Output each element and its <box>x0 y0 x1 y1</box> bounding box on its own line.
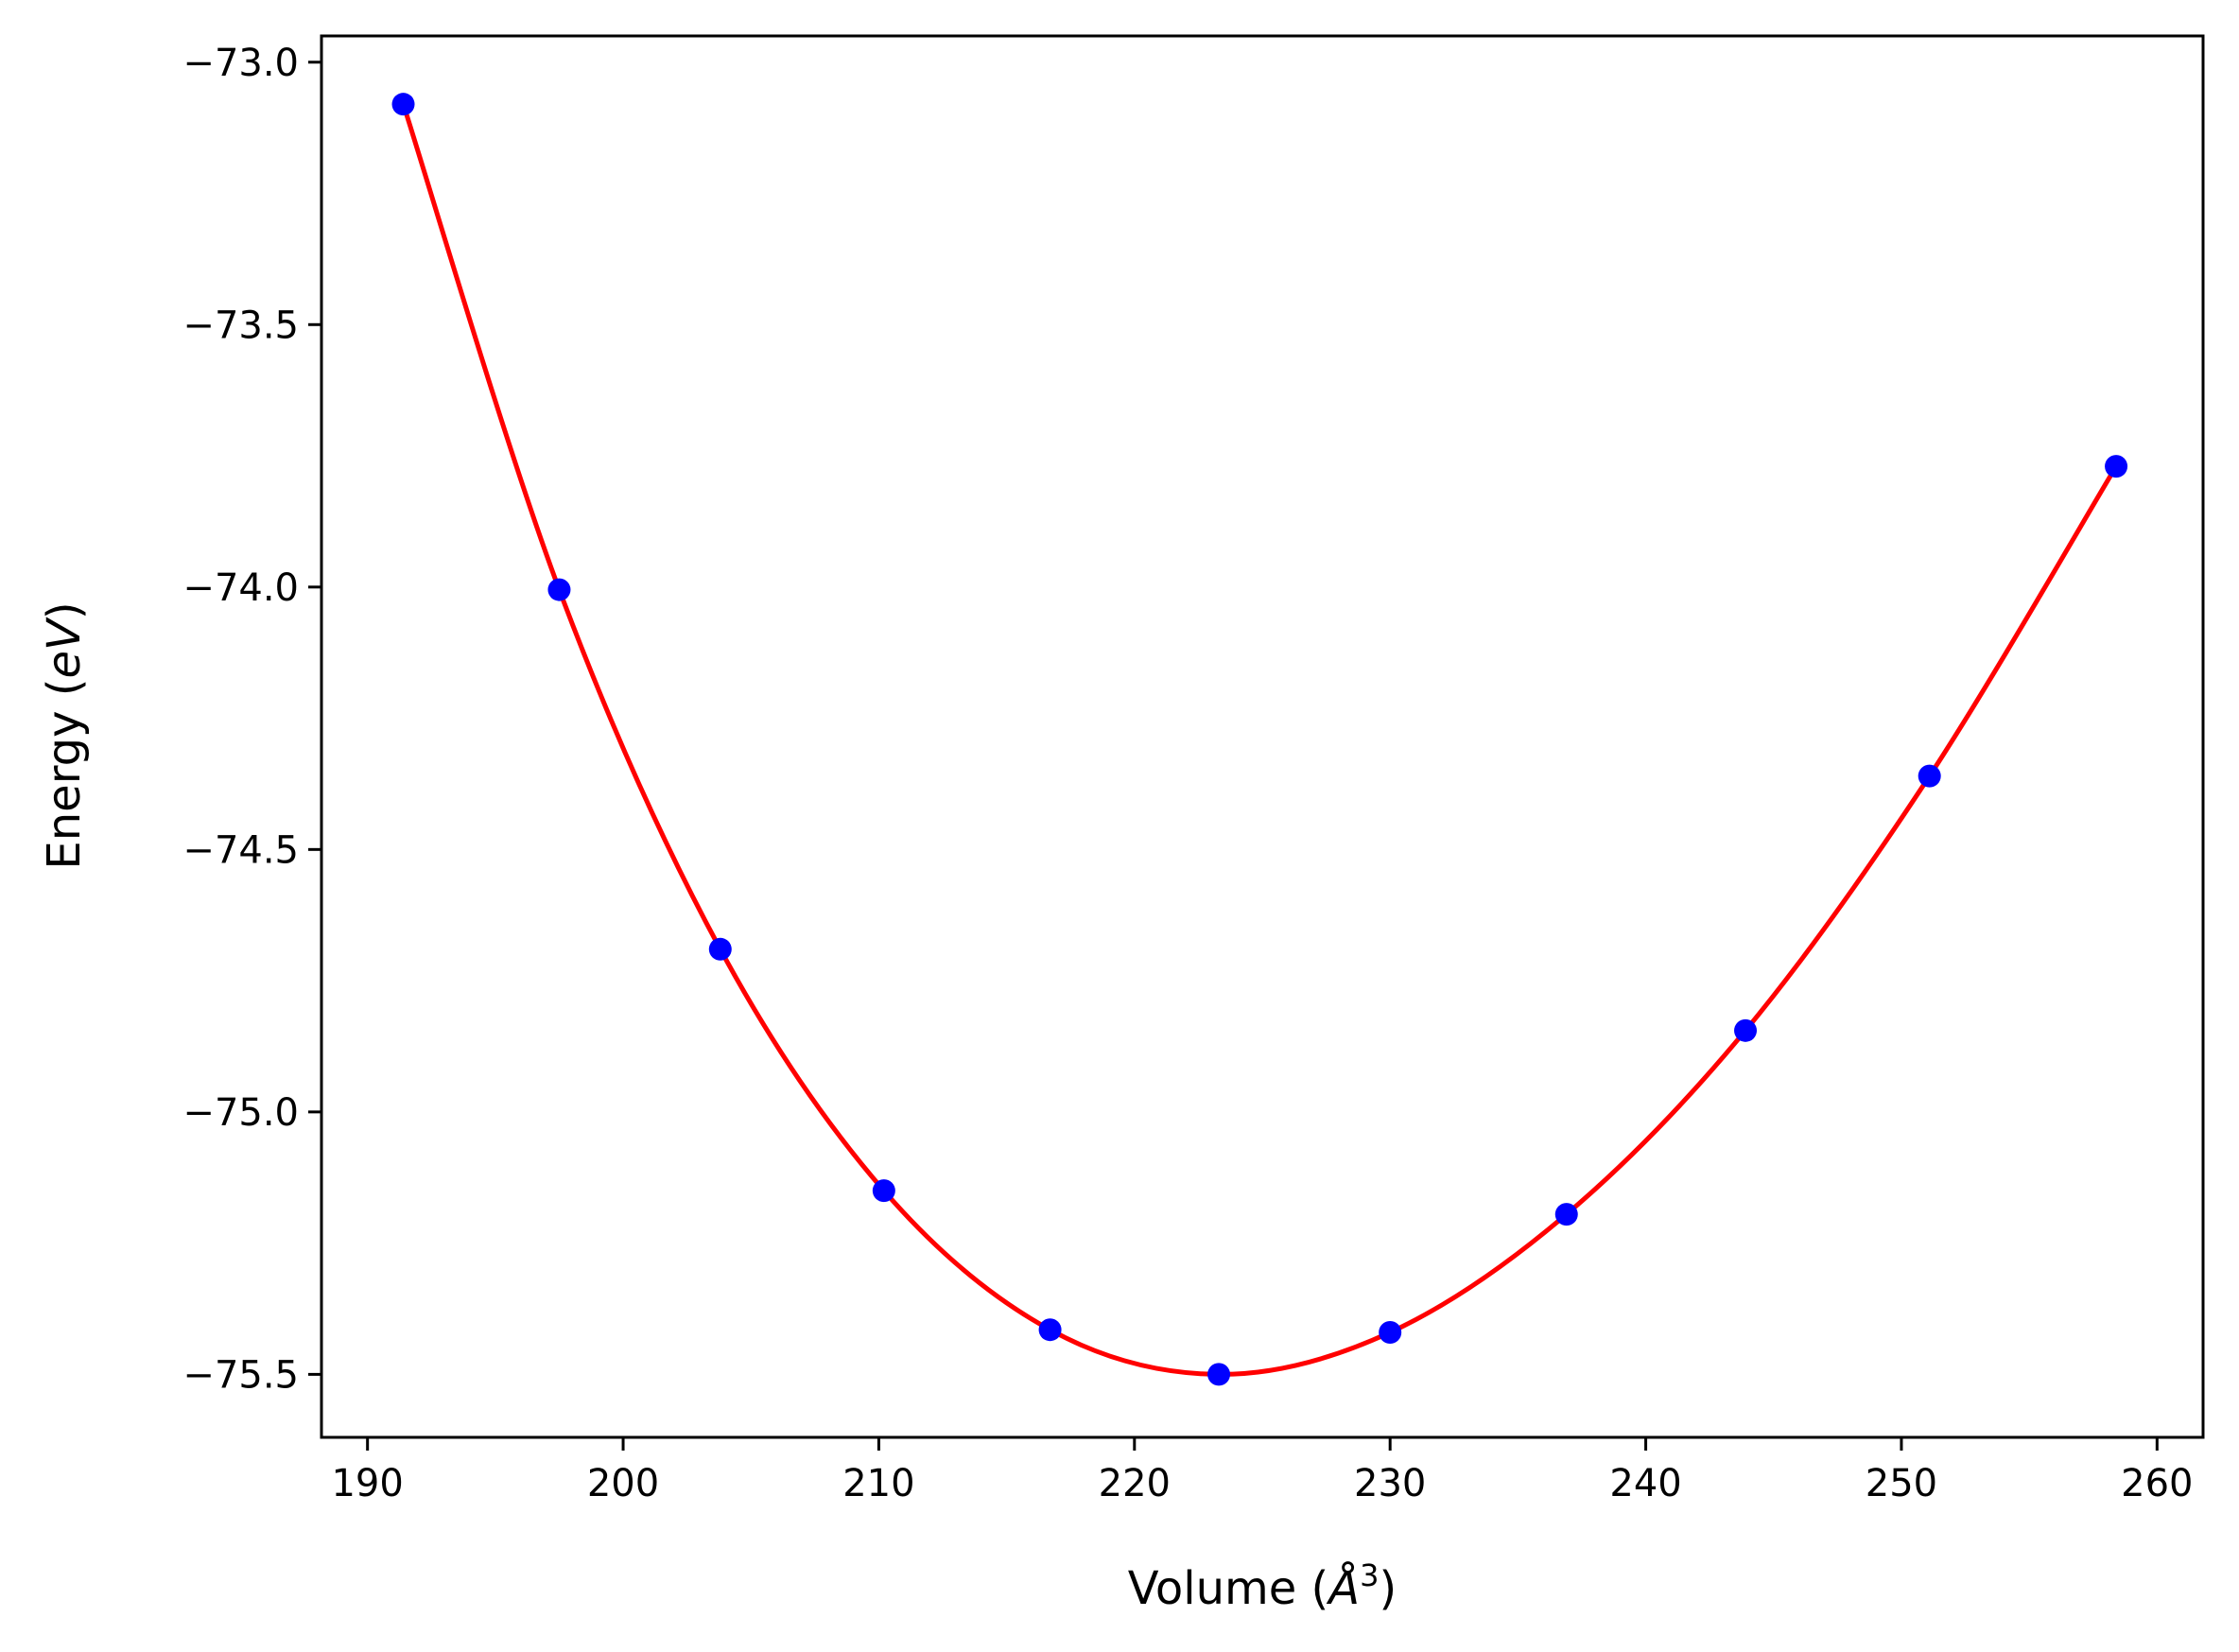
data-point <box>708 937 732 961</box>
x-tick-label: 230 <box>1354 1462 1426 1505</box>
data-point <box>1554 1203 1578 1226</box>
y-tick-label: −73.0 <box>182 42 299 85</box>
y-axis-title: Energy (eV) <box>38 601 91 869</box>
x-tick-label: 250 <box>1866 1462 1937 1505</box>
data-point <box>1379 1320 1402 1344</box>
y-tick-label: −73.5 <box>182 304 299 347</box>
data-points <box>391 93 2128 1386</box>
y-tick-label: −75.5 <box>182 1353 299 1397</box>
x-tick-label: 260 <box>2121 1462 2193 1505</box>
x-tick-label: 200 <box>587 1462 659 1505</box>
y-axis-ticks: −73.0 −73.5 −74.0 −74.5 −75.0 −75.5 <box>182 42 321 1397</box>
y-tick-label: −74.0 <box>182 566 299 610</box>
x-tick-label: 220 <box>1099 1462 1171 1505</box>
plot-area <box>391 93 2128 1386</box>
data-point <box>1918 764 1941 788</box>
x-axis-ticks: 190 200 210 220 230 240 250 260 <box>331 1437 2194 1505</box>
y-tick-label: −75.0 <box>182 1091 299 1135</box>
data-point <box>1207 1363 1231 1386</box>
data-point <box>2105 455 2128 478</box>
x-axis-title: Volume (Å3) <box>1128 1557 1397 1615</box>
data-point <box>391 93 415 116</box>
x-tick-label: 240 <box>1609 1462 1681 1505</box>
data-point <box>1734 1018 1758 1042</box>
axes-frame <box>320 34 2205 1439</box>
x-tick-label: 210 <box>842 1462 914 1505</box>
x-tick-label: 190 <box>331 1462 403 1505</box>
data-point <box>1038 1318 1062 1342</box>
data-point <box>872 1179 895 1203</box>
data-point <box>547 578 571 601</box>
fit-curve-line <box>401 101 2119 1377</box>
y-tick-label: −74.5 <box>182 828 299 872</box>
